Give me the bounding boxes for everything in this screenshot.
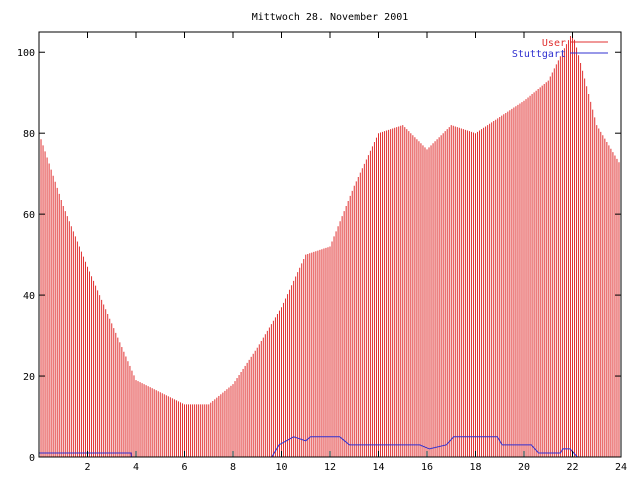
y-tick-label: 80 xyxy=(23,129,35,140)
y-tick-label: 0 xyxy=(29,453,35,464)
x-tick-label: 10 xyxy=(275,462,287,473)
x-tick-label: 2 xyxy=(84,462,90,473)
x-tick-label: 12 xyxy=(324,462,336,473)
x-tick-label: 6 xyxy=(181,462,187,473)
x-tick-label: 14 xyxy=(372,462,384,473)
x-tick-label: 18 xyxy=(469,462,481,473)
stuttgart-line xyxy=(39,436,621,458)
x-tick-label: 16 xyxy=(421,462,433,473)
x-tick-label: 4 xyxy=(133,462,139,473)
legend-label: Stuttgart xyxy=(512,49,566,60)
chart-title: Mittwoch 28. November 2001 xyxy=(252,12,409,23)
y-tick-label: 40 xyxy=(23,291,35,302)
legend-label: User xyxy=(542,38,566,49)
x-tick-label: 22 xyxy=(566,462,578,473)
x-tick-label: 8 xyxy=(230,462,236,473)
stuttgart-series xyxy=(39,436,621,458)
y-tick-label: 20 xyxy=(23,372,35,383)
x-tick-label: 20 xyxy=(518,462,530,473)
user-series-bars xyxy=(38,32,622,457)
x-tick-label: 24 xyxy=(615,462,627,473)
y-tick-label: 100 xyxy=(17,48,35,59)
y-tick-label: 60 xyxy=(23,210,35,221)
